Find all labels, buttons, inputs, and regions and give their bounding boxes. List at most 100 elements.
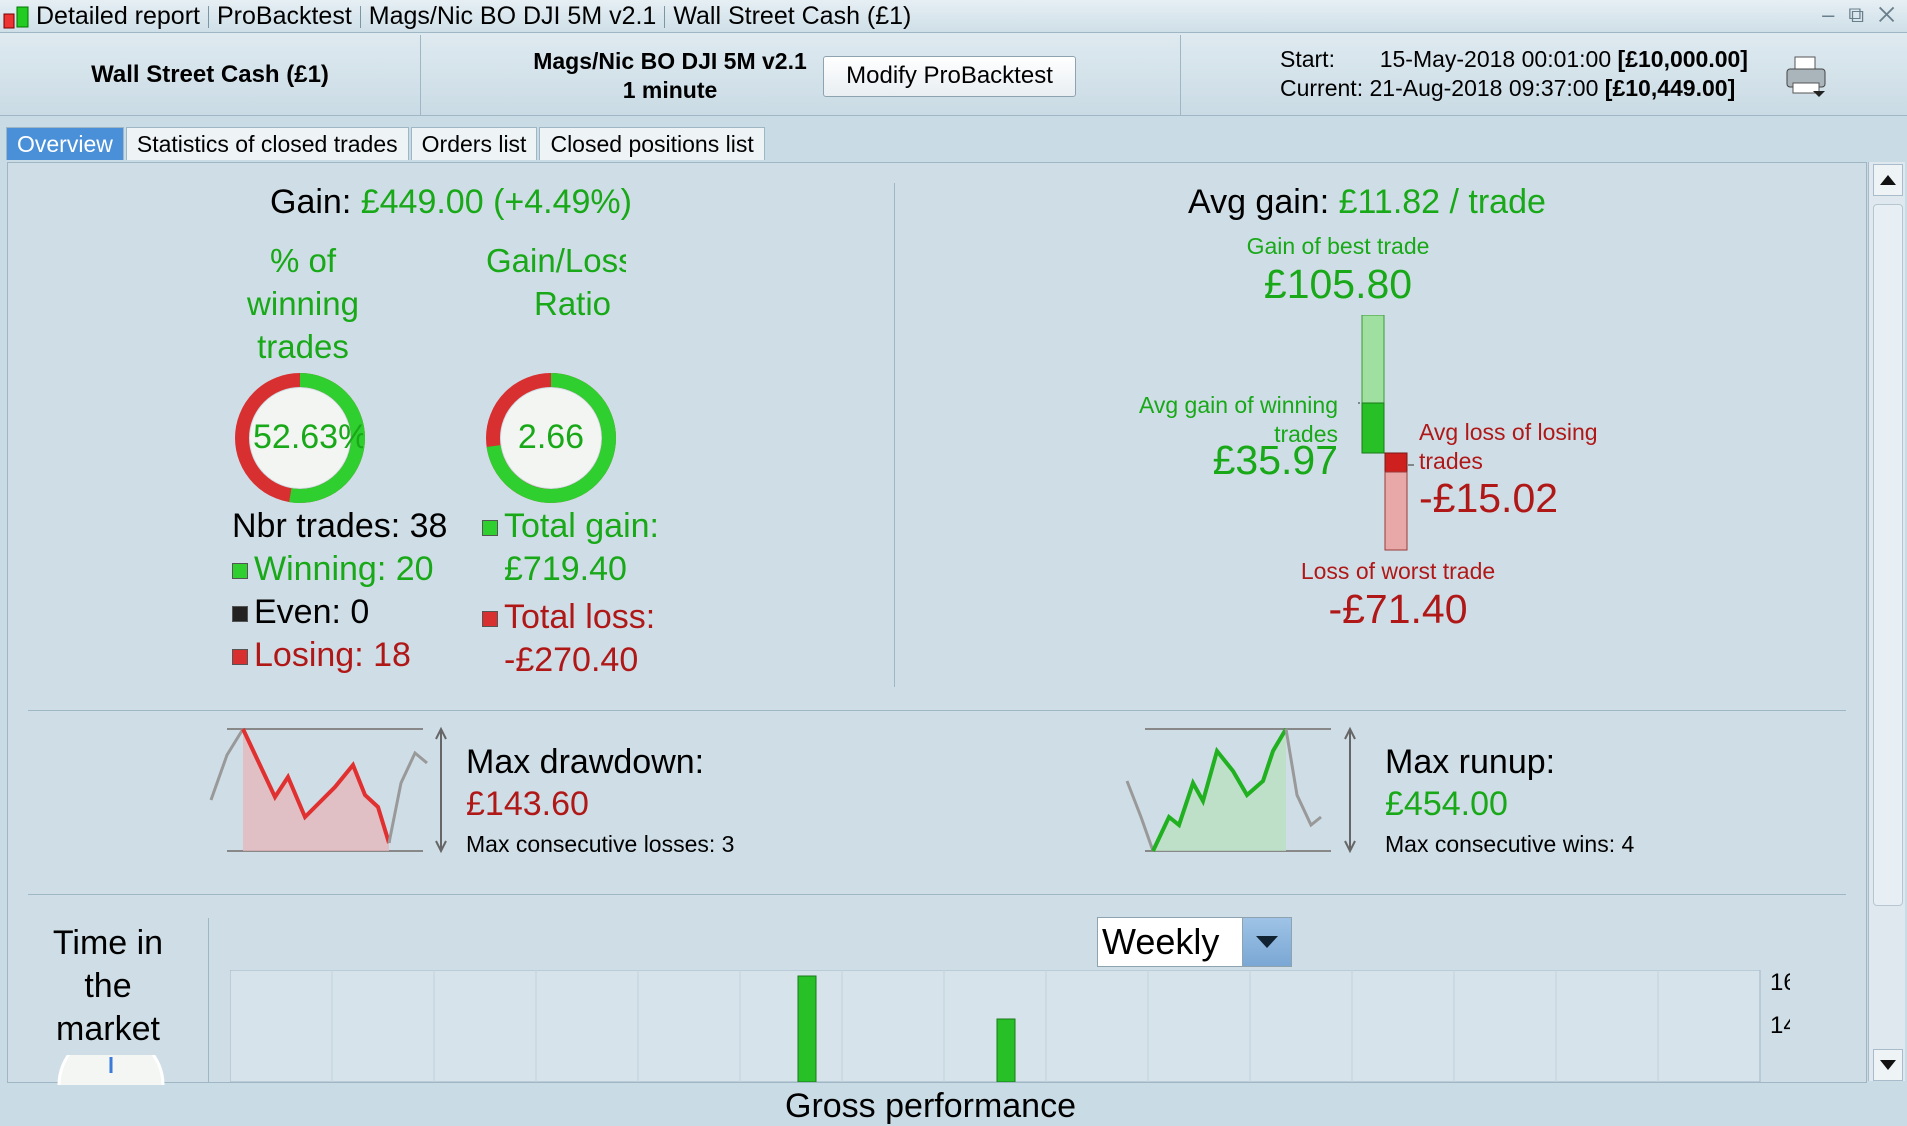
losing-count: Losing: 18 xyxy=(232,636,411,675)
chart-bars xyxy=(797,975,1016,1082)
start-capital: [£10,000.00] xyxy=(1617,46,1748,72)
window-controls[interactable]: – ⧉ ✕ xyxy=(1822,2,1899,27)
start-date: 15-May-2018 00:01:00 xyxy=(1379,46,1612,72)
even-count-text: Even: 0 xyxy=(254,593,370,631)
vertical-scrollbar[interactable] xyxy=(1868,162,1905,1081)
app-logo-icon xyxy=(3,6,29,29)
chart-bar xyxy=(996,1018,1016,1082)
winning-count-text: Winning: 20 xyxy=(254,550,434,588)
best-trade-label: Gain of best trade xyxy=(1246,233,1430,259)
max-consecutive-losses: Max consecutive losses: 3 xyxy=(466,831,735,857)
time-in-market-gauge xyxy=(57,1055,165,1085)
tab-closed-positions-list[interactable]: Closed positions list xyxy=(539,127,765,160)
title-part-report: Detailed report xyxy=(36,2,200,30)
total-loss-label: Total loss: xyxy=(482,598,655,637)
even-legend-icon xyxy=(232,606,248,623)
even-count: Even: 0 xyxy=(232,593,369,632)
chart-y-tick-label: 140 xyxy=(1770,1012,1790,1039)
gain-loss-ratio-title: Gain/Loss Ratio xyxy=(486,239,626,325)
drawdown-value: £143.60 xyxy=(466,785,589,823)
gain-loss-ratio-value: 2.66 xyxy=(517,418,585,456)
total-loss-label-text: Total loss: xyxy=(504,598,656,636)
worst-trade-range-bar xyxy=(1384,471,1408,551)
pct-winning-donut xyxy=(235,373,365,503)
total-gain-legend-icon xyxy=(482,520,498,537)
losing-legend-icon xyxy=(232,649,248,666)
title-part-probacktest: ProBacktest xyxy=(216,2,352,30)
avg-gain-label: Avg gain: xyxy=(1188,183,1330,221)
current-capital: [£10,449.00] xyxy=(1604,75,1736,101)
title-part-instrument: Wall Street Cash (£1) xyxy=(673,2,912,30)
gain-value: £449.00 xyxy=(360,183,484,221)
gain-summary: Gain: £449.00 (+4.49%) xyxy=(270,183,632,222)
overview-panel: Gain: £449.00 (+4.49%) % of winning trad… xyxy=(7,162,1867,1125)
period-select[interactable]: Weekly xyxy=(1097,917,1292,967)
title-bar: Detailed report ProBacktest Mags/Nic BO DJ… xyxy=(0,0,1907,33)
total-loss-legend-icon xyxy=(482,611,498,628)
pct-winning-value: 52.63% xyxy=(253,418,363,456)
pct-winning-title-line3: trades xyxy=(257,328,349,365)
tab-overview[interactable]: Overview xyxy=(6,127,124,160)
total-gain-label: Total gain: xyxy=(482,507,659,546)
pct-winning-title: % of winning trades xyxy=(223,239,383,368)
drawdown-label: Max drawdown: xyxy=(466,743,705,781)
modify-probacktest-button[interactable]: Modify ProBacktest xyxy=(823,56,1076,97)
losing-count-text: Losing: 18 xyxy=(254,636,411,674)
max-consecutive-wins: Max consecutive wins: 4 xyxy=(1385,831,1635,857)
account-name: Wall Street Cash (£1) xyxy=(91,61,329,88)
avg-win-range-bar xyxy=(1361,402,1385,454)
time-in-market-title: Time in the market xyxy=(28,922,188,1051)
avg-loss-label: Avg loss of losing trades xyxy=(1419,418,1598,476)
current-date: 21-Aug-2018 09:37:00 xyxy=(1369,75,1599,101)
chevron-down-icon[interactable] xyxy=(1242,918,1291,966)
period-select-value: Weekly xyxy=(1102,921,1220,962)
avg-loss-label-line2: trades xyxy=(1419,448,1483,474)
chart-y-ticks: 160 140 xyxy=(1770,970,1790,1039)
gain-percent: (+4.49%) xyxy=(493,183,632,221)
ratio-title-line1: Gain/Loss xyxy=(486,242,626,279)
printer-icon[interactable] xyxy=(1783,53,1829,99)
time-in-market-line1: Time in xyxy=(52,924,164,962)
time-in-market-line3: market xyxy=(56,1010,160,1048)
report-tabs: Overview Statistics of closed trades Ord… xyxy=(6,127,767,161)
total-loss-value: -£270.40 xyxy=(504,641,639,679)
scroll-down-button[interactable] xyxy=(1873,1049,1903,1081)
avg-win-label-line1: Avg gain of winning xyxy=(1138,392,1338,418)
best-trade-value: £105.80 xyxy=(1263,261,1413,307)
total-gain-label-text: Total gain: xyxy=(504,507,659,545)
tab-orders-list[interactable]: Orders list xyxy=(410,127,538,160)
avg-gain-value: £11.82 / trade xyxy=(1338,183,1546,221)
pct-winning-title-line2: winning xyxy=(247,285,359,322)
date-range: Start: 15-May-2018 00:01:00 [£10,000.00]… xyxy=(1280,45,1748,103)
avg-loss-value: -£15.02 xyxy=(1419,475,1559,521)
winning-legend-icon xyxy=(232,563,248,580)
scrollbar-thumb[interactable] xyxy=(1873,204,1903,906)
gain-loss-ratio-donut xyxy=(486,373,616,503)
winning-count: Winning: 20 xyxy=(232,550,434,589)
trade-distribution-bars xyxy=(1358,315,1414,551)
gross-performance-label: Gross performance xyxy=(785,1087,1076,1125)
gain-label: Gain: xyxy=(270,183,352,221)
ratio-title-line2: Ratio xyxy=(534,285,612,322)
start-label: Start: xyxy=(1280,46,1335,72)
worst-trade-label: Loss of worst trade xyxy=(1300,558,1496,584)
title-part-strategy: Mags/Nic BO DJI 5M v2.1 xyxy=(368,2,657,30)
gross-performance-chart: 160 140 xyxy=(230,970,1790,1082)
strategy-info: Mags/Nic BO DJI 5M v2.1 1 minute xyxy=(500,47,840,105)
avg-loss-label-line1: Avg loss of losing xyxy=(1419,419,1598,445)
chart-bar xyxy=(797,975,817,1082)
tab-statistics-closed-trades[interactable]: Statistics of closed trades xyxy=(125,127,409,160)
runup-value: £454.00 xyxy=(1385,785,1508,823)
pct-winning-title-line1: % of xyxy=(269,242,337,279)
avg-win-value: £35.97 xyxy=(1212,437,1338,483)
avg-win-label-line2: trades xyxy=(1274,421,1338,447)
total-gain-value: £719.40 xyxy=(504,550,627,588)
nbr-trades: Nbr trades: 38 xyxy=(232,507,448,545)
runup-sparkline xyxy=(1125,726,1356,854)
chart-gridlines xyxy=(331,970,1659,1082)
avg-gain-summary: Avg gain: £11.82 / trade xyxy=(1188,183,1546,222)
window-title: Detailed report ProBacktest Mags/Nic BO DJ… xyxy=(36,2,911,31)
drawdown-sparkline xyxy=(209,726,447,854)
scroll-up-button[interactable] xyxy=(1873,164,1903,196)
strategy-timeframe: 1 minute xyxy=(622,77,718,103)
